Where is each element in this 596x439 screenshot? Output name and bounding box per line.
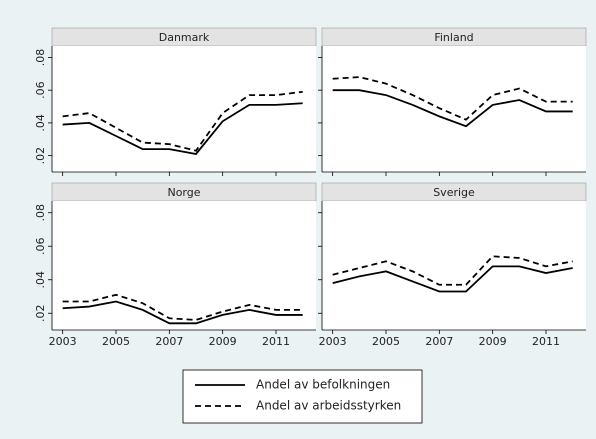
plot-area — [52, 46, 316, 172]
panel-title: Sverige — [433, 186, 475, 199]
y-tick-label: .04 — [34, 114, 47, 132]
plot-area — [52, 201, 316, 330]
panel-title: Norge — [167, 186, 200, 199]
panel-title: Finland — [434, 31, 473, 44]
y-tick-label: .04 — [34, 271, 47, 289]
panel-title: Danmark — [159, 31, 210, 44]
x-tick-label: 2005 — [372, 335, 400, 348]
y-tick-label: .02 — [34, 304, 47, 322]
series-line — [332, 255, 573, 286]
series-line — [332, 89, 573, 128]
x-tick-label: 2009 — [479, 335, 507, 348]
x-tick-label: 2003 — [49, 335, 77, 348]
y-tick-label: .06 — [34, 237, 47, 255]
series-line — [62, 300, 303, 325]
legend-label: Andel av befolkningen — [256, 378, 390, 392]
series-line — [332, 265, 573, 293]
x-tick-label: 2009 — [209, 335, 237, 348]
x-tick-label: 2005 — [102, 335, 130, 348]
x-tick-label: 2003 — [319, 335, 347, 348]
legend-box — [182, 369, 423, 424]
y-tick-label: .08 — [34, 49, 47, 67]
series-line — [332, 76, 573, 121]
series-line — [62, 102, 303, 155]
y-tick-label: .08 — [34, 204, 47, 222]
x-tick-label: 2011 — [532, 335, 560, 348]
x-tick-label: 2007 — [155, 335, 183, 348]
x-tick-label: 2007 — [425, 335, 453, 348]
legend-label: Andel av arbeidsstyrken — [256, 399, 401, 413]
series-line — [62, 293, 303, 321]
y-tick-label: .02 — [34, 147, 47, 165]
y-tick-label: .06 — [34, 81, 47, 99]
plot-area — [322, 46, 586, 172]
series-line — [62, 90, 303, 152]
x-tick-label: 2011 — [262, 335, 290, 348]
